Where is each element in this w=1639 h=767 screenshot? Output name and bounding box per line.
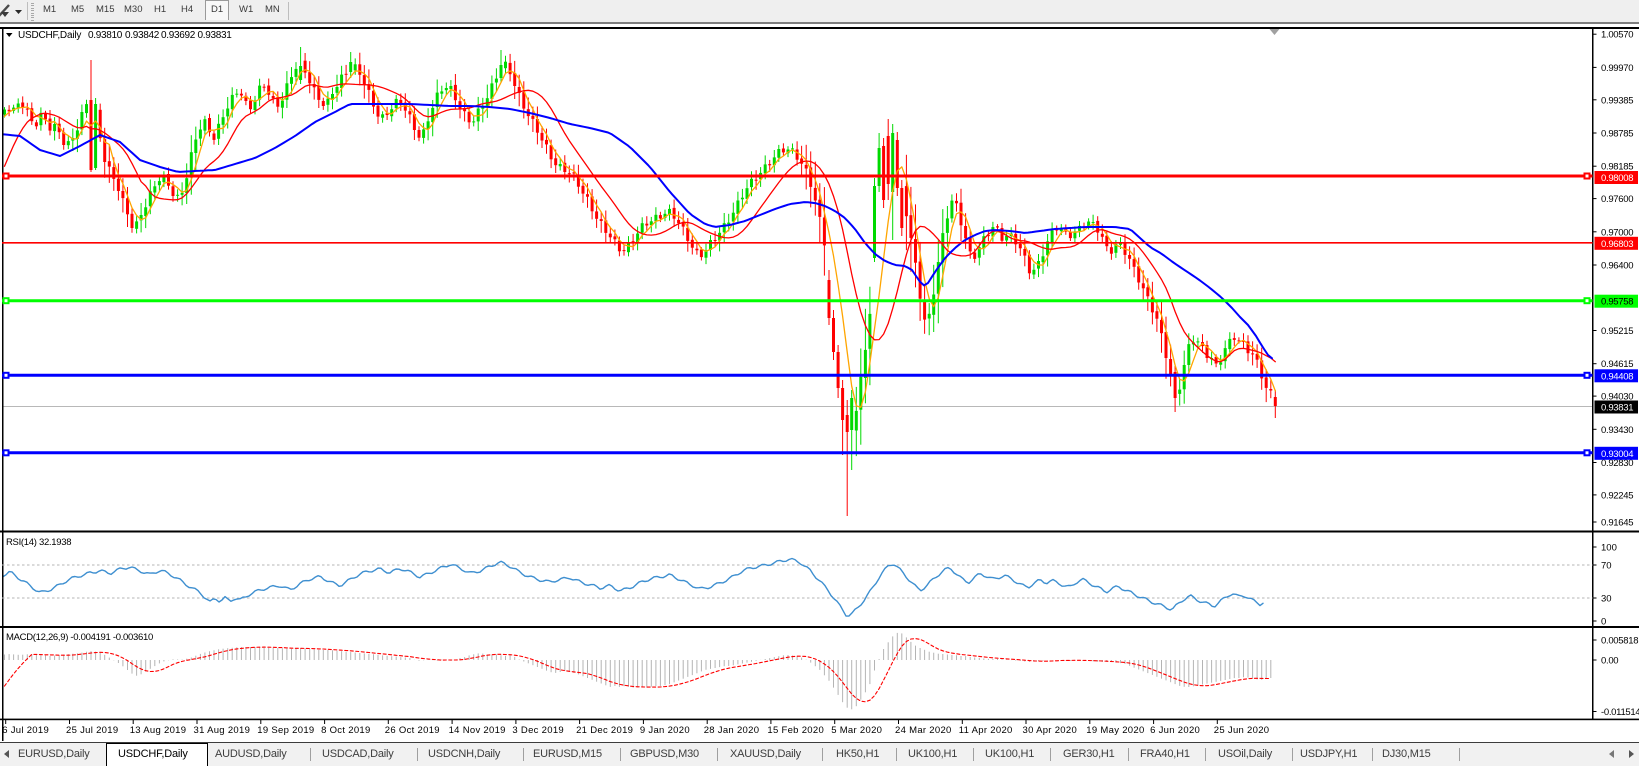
svg-text:31 Aug 2019: 31 Aug 2019 [194,725,251,736]
svg-text:0.92830: 0.92830 [1601,458,1633,469]
svg-text:0.93692: 0.93692 [161,30,196,41]
svg-text:9 Jan 2020: 9 Jan 2020 [640,725,690,736]
svg-text:0.93842: 0.93842 [125,30,160,41]
svg-text:0.00: 0.00 [1601,656,1618,667]
svg-text:0.96803: 0.96803 [1601,239,1633,250]
svg-text:26 Oct 2019: 26 Oct 2019 [385,725,440,736]
svg-text:0.005818: 0.005818 [1601,636,1638,647]
svg-text:6 Jun 2020: 6 Jun 2020 [1150,725,1200,736]
svg-text:0.98185: 0.98185 [1601,162,1633,173]
svg-text:24 Mar 2020: 24 Mar 2020 [895,725,952,736]
svg-text:0.99385: 0.99385 [1601,95,1633,106]
svg-text:30 Apr 2020: 30 Apr 2020 [1023,725,1078,736]
svg-text:3 Dec 2019: 3 Dec 2019 [512,725,564,736]
svg-text:8 Oct 2019: 8 Oct 2019 [321,725,370,736]
svg-text:1.00570: 1.00570 [1601,30,1633,41]
svg-text:0.99970: 0.99970 [1601,63,1633,74]
svg-text:25 Jul 2019: 25 Jul 2019 [66,725,118,736]
svg-text:0.94030: 0.94030 [1601,392,1633,403]
svg-text:0.96400: 0.96400 [1601,261,1633,272]
svg-text:0.97000: 0.97000 [1601,227,1633,238]
svg-text:15 Feb 2020: 15 Feb 2020 [767,725,824,736]
svg-text:0.91645: 0.91645 [1601,518,1633,529]
svg-text:0.95758: 0.95758 [1601,297,1633,308]
svg-text:70: 70 [1601,561,1612,572]
svg-text:19 Sep 2019: 19 Sep 2019 [257,725,314,736]
svg-text:0.93810: 0.93810 [88,30,123,41]
svg-text:28 Jan 2020: 28 Jan 2020 [704,725,760,736]
svg-text:100: 100 [1601,543,1617,554]
svg-text:0.93831: 0.93831 [1601,403,1633,414]
svg-text:0.93004: 0.93004 [1601,449,1633,460]
svg-text:13 Aug 2019: 13 Aug 2019 [130,725,187,736]
svg-text:0.98785: 0.98785 [1601,129,1633,140]
svg-text:0.98008: 0.98008 [1601,173,1633,184]
svg-text:5 Mar 2020: 5 Mar 2020 [831,725,882,736]
svg-text:19 May 2020: 19 May 2020 [1086,725,1144,736]
svg-text:6 Jul 2019: 6 Jul 2019 [2,725,49,736]
svg-text:21 Dec 2019: 21 Dec 2019 [576,725,633,736]
svg-text:0.95215: 0.95215 [1601,326,1633,337]
svg-text:0.94615: 0.94615 [1601,359,1633,370]
svg-text:25 Jun 2020: 25 Jun 2020 [1214,725,1270,736]
svg-text:11 Apr 2020: 11 Apr 2020 [959,725,1013,736]
svg-text:0.93430: 0.93430 [1601,425,1633,436]
svg-text:0.92245: 0.92245 [1601,490,1633,501]
svg-text:0: 0 [1601,617,1606,628]
svg-text:-0.011514: -0.011514 [1601,707,1639,718]
svg-text:14 Nov 2019: 14 Nov 2019 [449,725,506,736]
svg-text:0.93831: 0.93831 [198,30,233,41]
svg-text:0.97600: 0.97600 [1601,194,1633,205]
svg-text:MACD(12,26,9) -0.004191 -0.003: MACD(12,26,9) -0.004191 -0.003610 [6,632,153,643]
svg-text:30: 30 [1601,594,1612,605]
svg-text:RSI(14) 32.1938: RSI(14) 32.1938 [6,537,71,548]
svg-text:USDCHF,Daily: USDCHF,Daily [18,30,81,41]
svg-text:0.94408: 0.94408 [1601,371,1633,382]
